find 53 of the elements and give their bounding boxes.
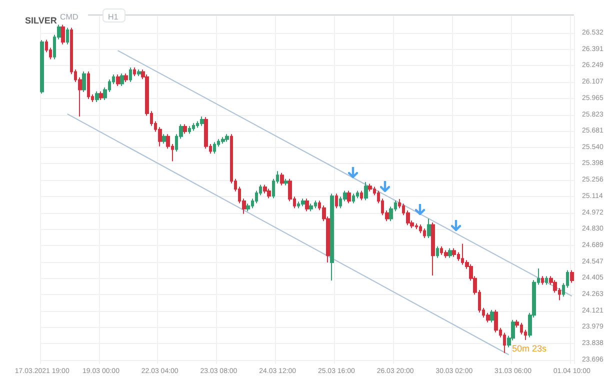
candlestick [541,276,544,286]
candlestick [436,246,439,258]
candlestick [213,142,216,154]
candlestick [305,198,309,212]
candlestick [66,27,69,45]
candlestick [570,270,574,284]
candlestick [347,190,351,204]
candlestick [82,71,86,93]
candlestick [99,90,103,101]
candlestick [40,40,44,94]
candlestick [423,228,426,239]
candlestick [490,309,494,323]
candlestick [545,276,548,286]
candlestick [330,193,334,281]
candlestick [309,203,313,212]
candlestick [95,90,99,102]
candlestick [444,250,448,258]
candlestick [301,198,305,207]
annotation: 50m 23s [512,344,548,354]
candlestick [448,248,452,258]
candlestick [427,218,431,239]
candlestick [419,224,422,234]
candlestick [120,73,124,87]
candlestick [503,332,506,354]
candlestick [225,134,229,142]
candlestick [335,193,338,209]
candlestick [124,73,128,83]
candlestick [364,182,368,201]
annotation: H1 [108,12,119,22]
annotation: CMD [60,12,78,22]
candlestick [284,178,288,186]
candlestick [352,193,355,204]
candlestick [200,116,204,126]
candlestick [133,67,136,77]
candlestick [431,222,435,276]
candlestick [183,124,187,134]
candlestick [162,134,166,144]
candlestick [137,68,141,77]
candlestick [486,312,490,323]
candlestick [280,172,284,186]
candlestick [368,183,372,192]
chart-title: SILVER [25,16,58,26]
candlestick [87,71,90,100]
candlestick [116,74,120,87]
candlestick [61,24,65,45]
candlestick [188,126,191,134]
candlestick [267,188,271,199]
candlestick [452,248,456,258]
candlestick [360,190,363,201]
candlestick [221,136,225,144]
candlestick [192,122,195,132]
candlestick [204,116,208,150]
candlestick [129,67,132,83]
